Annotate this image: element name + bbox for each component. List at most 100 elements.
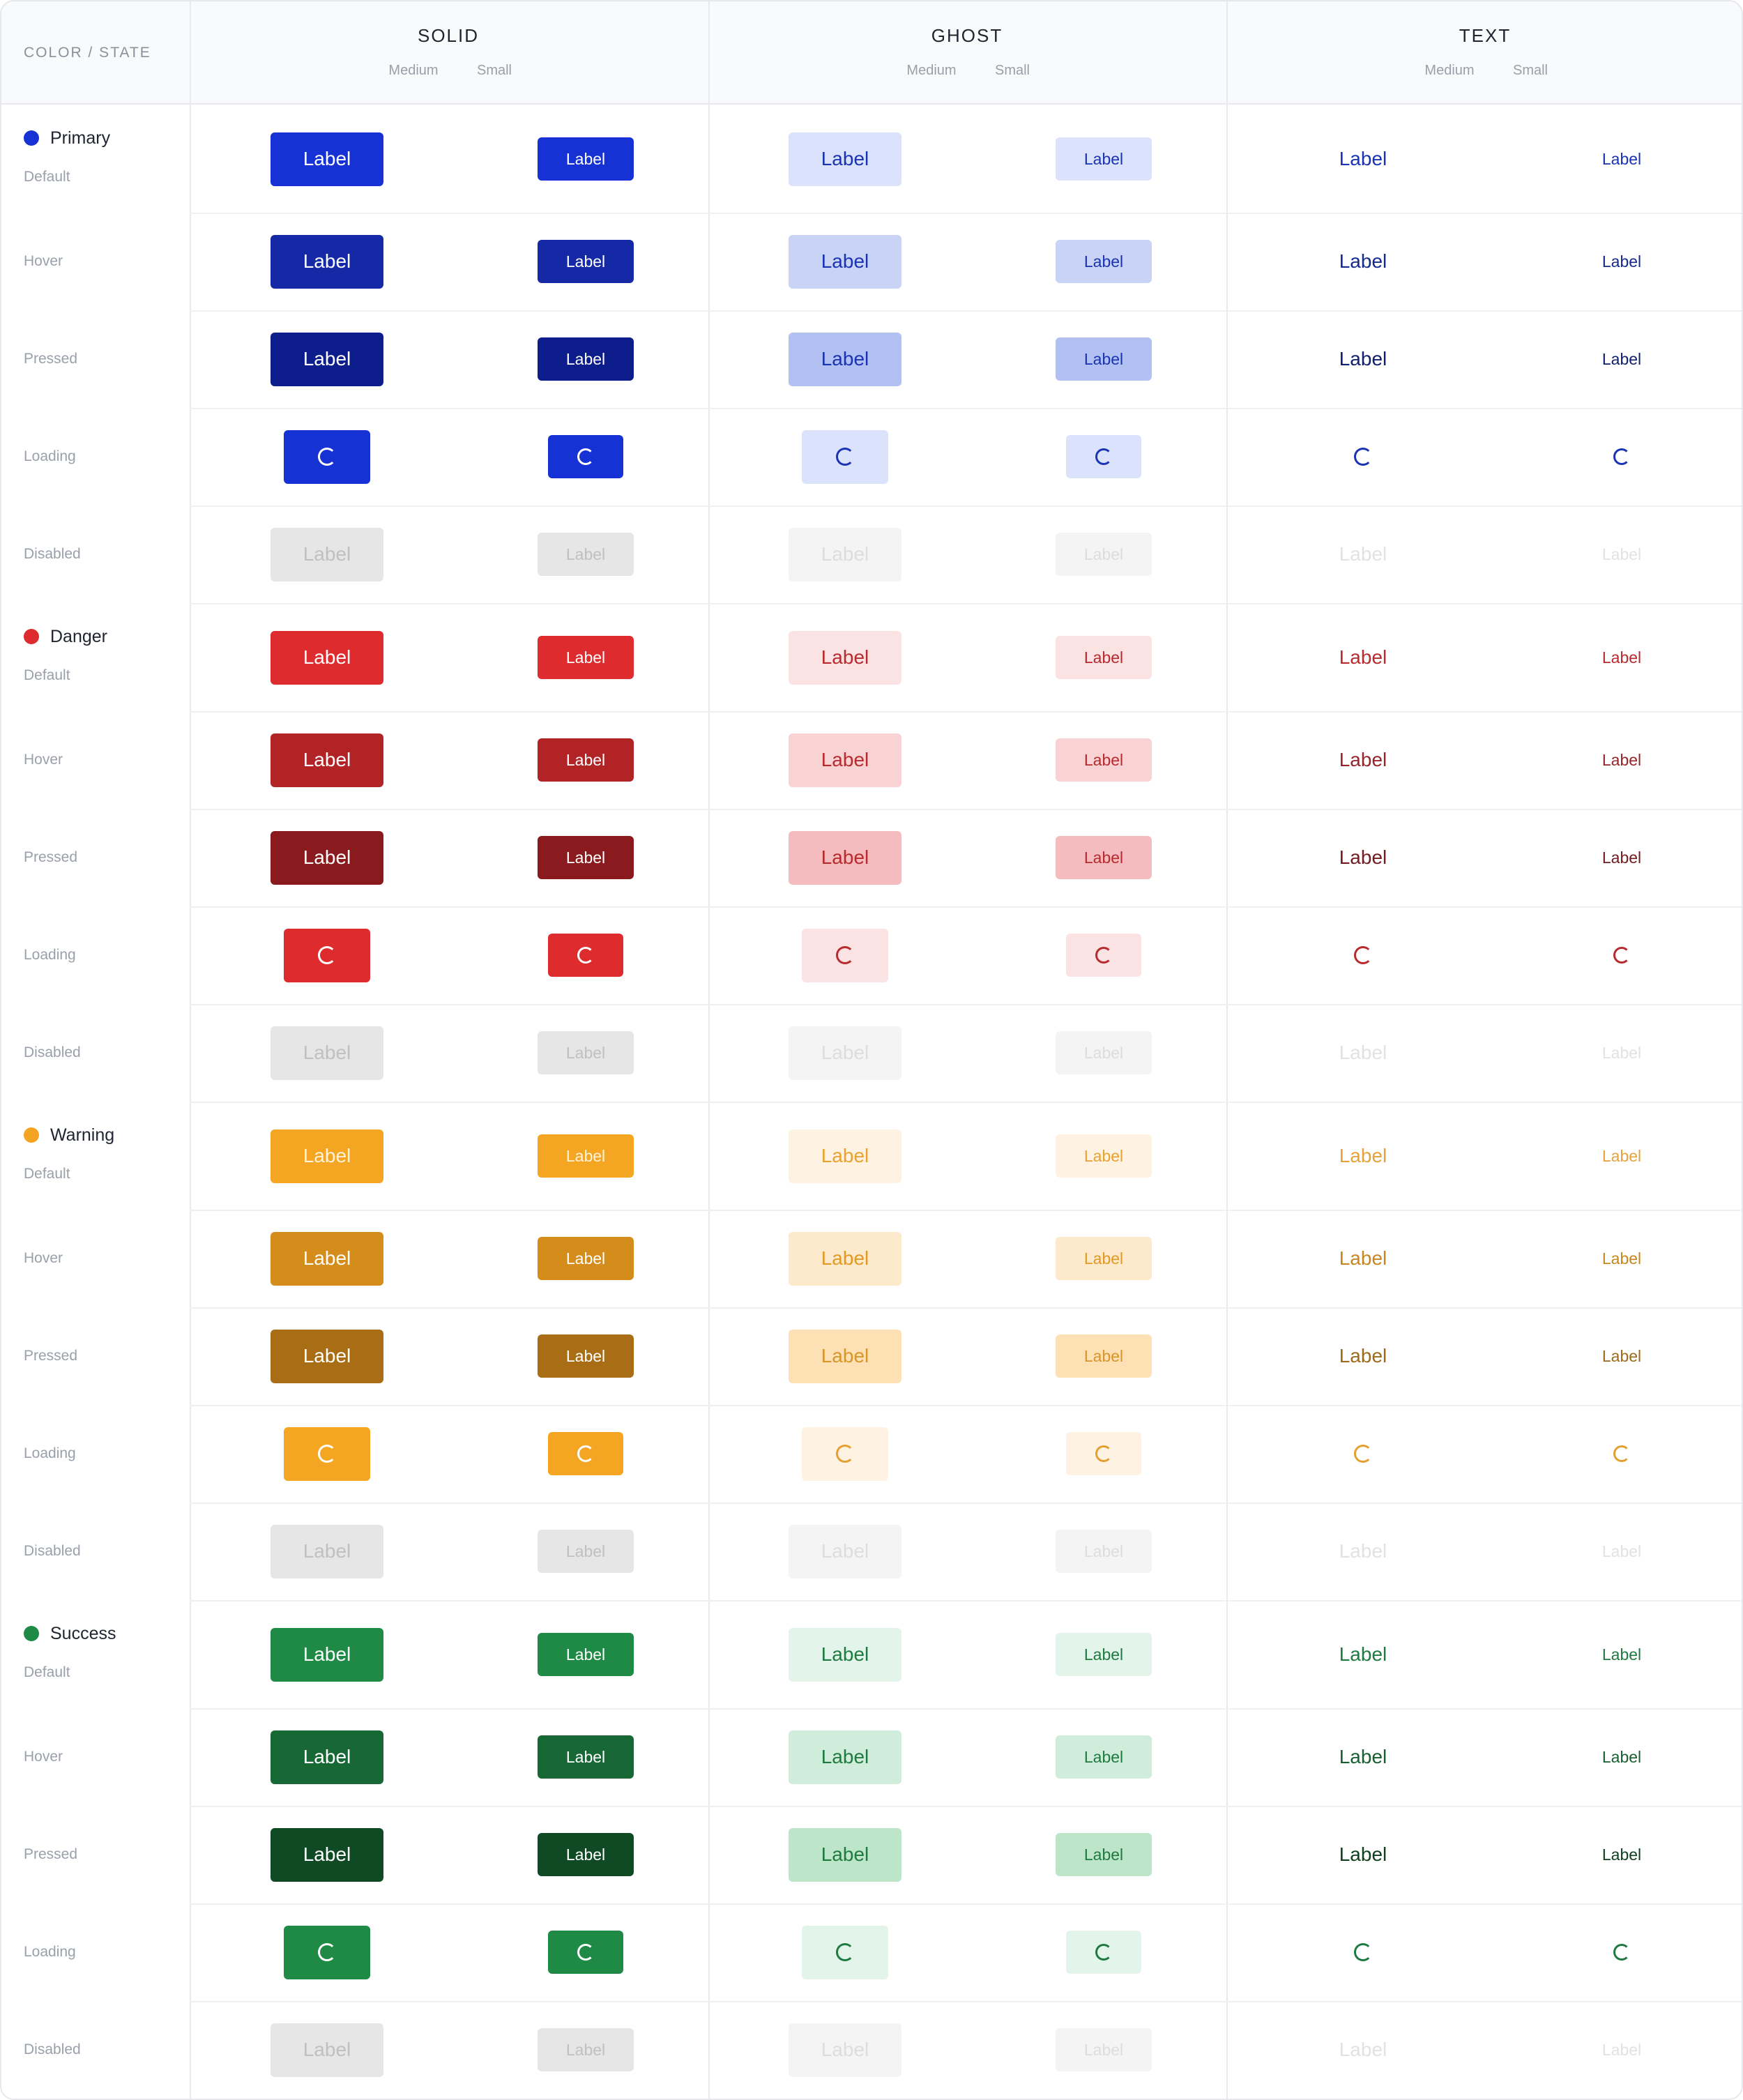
primary-ghost-small-hover-button[interactable]: Label xyxy=(1056,240,1152,283)
danger-ghost-small-pressed-button[interactable]: Label xyxy=(1056,836,1152,879)
warning-solid-small-hover-button[interactable]: Label xyxy=(538,1237,634,1280)
success-text-small-default-button[interactable]: Label xyxy=(1601,1645,1642,1664)
warning-solid-medium-hover-button[interactable]: Label xyxy=(271,1231,383,1286)
warning-text-medium-loading-button[interactable] xyxy=(1320,1427,1406,1481)
primary-ghost-small-default-button[interactable]: Label xyxy=(1056,137,1152,181)
success-ghost-medium-default-button[interactable]: Label xyxy=(789,1627,901,1682)
success-ghost-small-loading-button[interactable] xyxy=(1066,1931,1141,1974)
success-solid-medium-loading-button[interactable] xyxy=(284,1925,370,1979)
success-ghost-medium-pressed-button[interactable]: Label xyxy=(789,1827,901,1882)
danger-solid-medium-loading-button[interactable] xyxy=(284,928,370,982)
warning-ghost-small-default-button[interactable]: Label xyxy=(1056,1134,1152,1178)
warning-text-medium-hover-button[interactable]: Label xyxy=(1339,1247,1387,1269)
warning-text-small-hover-button[interactable]: Label xyxy=(1601,1249,1642,1268)
warning-ghost-small-pressed-button[interactable]: Label xyxy=(1056,1334,1152,1378)
state-label-default: Default xyxy=(24,169,70,185)
success-text-small-pressed-button[interactable]: Label xyxy=(1601,1845,1642,1864)
danger-text-medium-loading-button[interactable] xyxy=(1320,929,1406,982)
primary-ghost-medium-hover-button[interactable]: Label xyxy=(789,234,901,289)
success-solid-small-pressed-button[interactable]: Label xyxy=(538,1833,634,1876)
success-text-medium-pressed-button[interactable]: Label xyxy=(1339,1843,1387,1865)
warning-text-medium-default-button[interactable]: Label xyxy=(1339,1145,1387,1166)
warning-text-small-default-button[interactable]: Label xyxy=(1601,1146,1642,1165)
success-text-medium-loading-button[interactable] xyxy=(1320,1926,1406,1979)
danger-solid-medium-hover-button[interactable]: Label xyxy=(271,733,383,787)
success-text-medium-default-button[interactable]: Label xyxy=(1339,1643,1387,1665)
danger-text-small-default-button[interactable]: Label xyxy=(1601,648,1642,667)
danger-solid-small-hover-button[interactable]: Label xyxy=(538,738,634,782)
warning-solid-medium-loading-button[interactable] xyxy=(284,1426,370,1481)
success-text-medium-hover-button[interactable]: Label xyxy=(1339,1746,1387,1767)
success-text-small-hover-button[interactable]: Label xyxy=(1601,1747,1642,1766)
primary-text-small-default-button[interactable]: Label xyxy=(1601,149,1642,168)
warning-ghost-medium-loading-button[interactable] xyxy=(802,1426,888,1481)
warning-ghost-medium-default-button[interactable]: Label xyxy=(789,1129,901,1183)
success-solid-medium-hover-button[interactable]: Label xyxy=(271,1730,383,1784)
primary-text-medium-default-button[interactable]: Label xyxy=(1339,148,1387,169)
primary-ghost-medium-loading-button[interactable] xyxy=(802,429,888,484)
danger-text-medium-default-button[interactable]: Label xyxy=(1339,646,1387,668)
primary-ghost-small-loading-button[interactable] xyxy=(1066,435,1141,478)
success-ghost-small-default-button[interactable]: Label xyxy=(1056,1633,1152,1676)
danger-solid-small-default-button[interactable]: Label xyxy=(538,636,634,679)
primary-solid-small-hover-button[interactable]: Label xyxy=(538,240,634,283)
primary-ghost-medium-pressed-button[interactable]: Label xyxy=(789,332,901,386)
danger-ghost-small-loading-button[interactable] xyxy=(1066,934,1141,977)
warning-solid-small-pressed-button[interactable]: Label xyxy=(538,1334,634,1378)
primary-solid-medium-hover-button[interactable]: Label xyxy=(271,234,383,289)
success-ghost-small-hover-button[interactable]: Label xyxy=(1056,1735,1152,1779)
state-label-loading: Loading xyxy=(24,1944,76,1960)
danger-solid-medium-default-button[interactable]: Label xyxy=(271,630,383,685)
warning-ghost-small-hover-button[interactable]: Label xyxy=(1056,1237,1152,1280)
success-solid-small-loading-button[interactable] xyxy=(548,1931,623,1974)
primary-text-small-pressed-button[interactable]: Label xyxy=(1601,349,1642,368)
danger-text-small-loading-button[interactable] xyxy=(1584,934,1659,977)
primary-ghost-small-pressed-button[interactable]: Label xyxy=(1056,337,1152,381)
primary-text-medium-pressed-button[interactable]: Label xyxy=(1339,348,1387,370)
success-ghost-small-pressed-button[interactable]: Label xyxy=(1056,1833,1152,1876)
danger-text-small-hover-button[interactable]: Label xyxy=(1601,750,1642,769)
danger-solid-medium-pressed-button[interactable]: Label xyxy=(271,830,383,885)
primary-solid-small-default-button[interactable]: Label xyxy=(538,137,634,181)
danger-ghost-small-hover-button[interactable]: Label xyxy=(1056,738,1152,782)
warning-solid-small-loading-button[interactable] xyxy=(548,1432,623,1475)
success-ghost-medium-hover-button[interactable]: Label xyxy=(789,1730,901,1784)
warning-text-small-loading-button[interactable] xyxy=(1584,1432,1659,1475)
danger-solid-small-loading-button[interactable] xyxy=(548,934,623,977)
primary-text-medium-hover-button[interactable]: Label xyxy=(1339,250,1387,272)
primary-solid-medium-loading-button[interactable] xyxy=(284,429,370,484)
primary-solid-small-pressed-button[interactable]: Label xyxy=(538,337,634,381)
primary-solid-medium-default-button[interactable]: Label xyxy=(271,132,383,186)
danger-solid-small-pressed-button[interactable]: Label xyxy=(538,836,634,879)
danger-ghost-small-default-button[interactable]: Label xyxy=(1056,636,1152,679)
warning-text-medium-pressed-button[interactable]: Label xyxy=(1339,1345,1387,1367)
success-text-small-loading-button[interactable] xyxy=(1584,1931,1659,1974)
primary-solid-medium-pressed-button[interactable]: Label xyxy=(271,332,383,386)
success-solid-medium-pressed-button[interactable]: Label xyxy=(271,1827,383,1882)
primary-ghost-medium-default-button[interactable]: Label xyxy=(789,132,901,186)
warning-text-small-pressed-button[interactable]: Label xyxy=(1601,1346,1642,1365)
warning-ghost-small-loading-button[interactable] xyxy=(1066,1432,1141,1475)
success-solid-small-default-button[interactable]: Label xyxy=(538,1633,634,1676)
warning-solid-medium-pressed-button[interactable]: Label xyxy=(271,1329,383,1383)
danger-ghost-medium-hover-button[interactable]: Label xyxy=(789,733,901,787)
primary-text-small-loading-button[interactable] xyxy=(1584,435,1659,478)
warning-solid-small-default-button[interactable]: Label xyxy=(538,1134,634,1178)
primary-text-small-hover-button[interactable]: Label xyxy=(1601,252,1642,271)
warning-solid-medium-default-button[interactable]: Label xyxy=(271,1129,383,1183)
danger-text-medium-hover-button[interactable]: Label xyxy=(1339,749,1387,770)
primary-text-medium-loading-button[interactable] xyxy=(1320,430,1406,484)
danger-ghost-medium-loading-button[interactable] xyxy=(802,928,888,982)
warning-ghost-medium-hover-button[interactable]: Label xyxy=(789,1231,901,1286)
success-ghost-small-disabled-button: Label xyxy=(1056,2028,1152,2071)
success-solid-medium-default-button[interactable]: Label xyxy=(271,1627,383,1682)
danger-ghost-medium-default-button[interactable]: Label xyxy=(789,630,901,685)
warning-ghost-medium-pressed-button[interactable]: Label xyxy=(789,1329,901,1383)
success-solid-small-hover-button[interactable]: Label xyxy=(538,1735,634,1779)
success-ghost-medium-loading-button[interactable] xyxy=(802,1925,888,1979)
danger-text-medium-pressed-button[interactable]: Label xyxy=(1339,846,1387,868)
danger-text-small-pressed-button[interactable]: Label xyxy=(1601,848,1642,867)
danger-ghost-medium-pressed-button[interactable]: Label xyxy=(789,830,901,885)
primary-solid-small-loading-button[interactable] xyxy=(548,435,623,478)
